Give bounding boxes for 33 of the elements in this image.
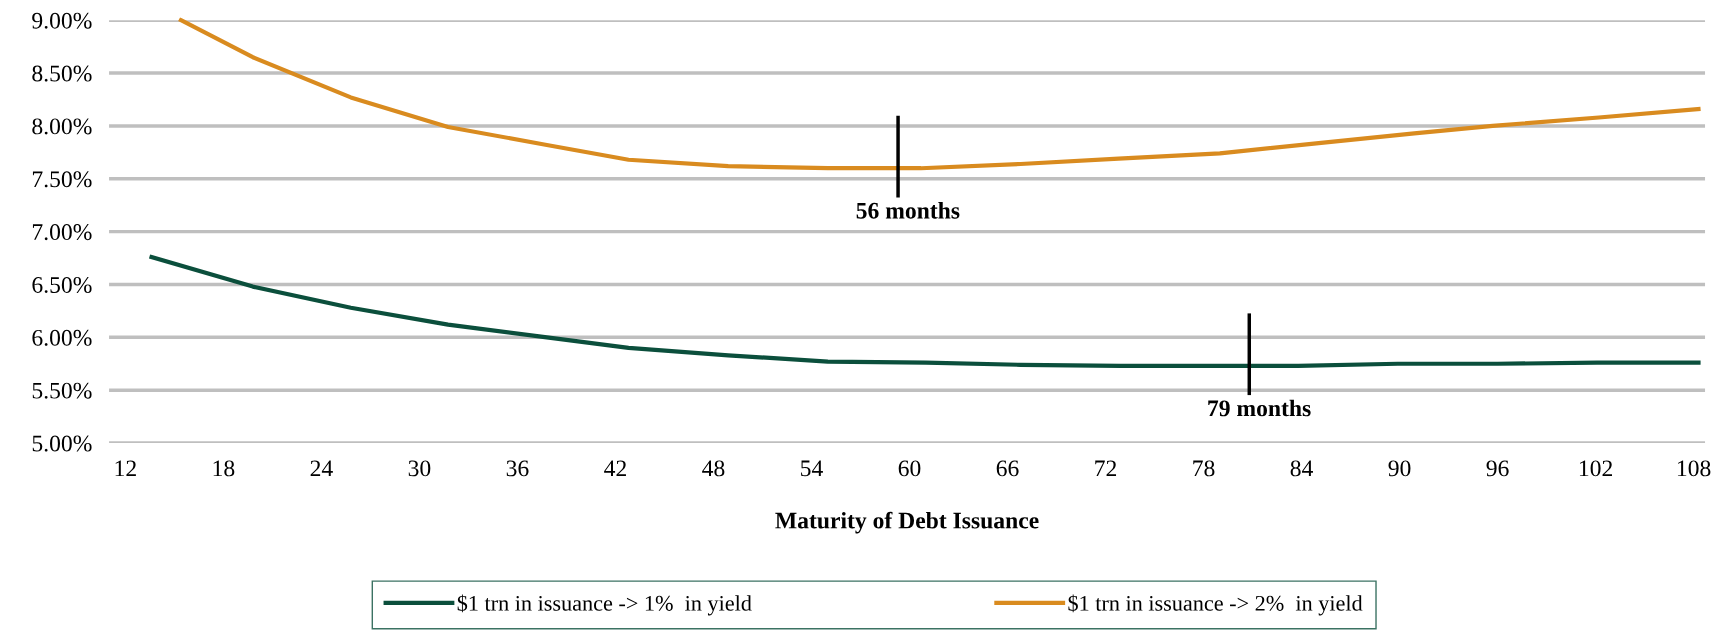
x-tick-label: 84 — [1290, 460, 1313, 477]
x-tick-label: 54 — [801, 460, 823, 477]
x-axis-title: Maturity of Debt Issuance — [775, 511, 1039, 534]
x-tick-label: 42 — [604, 460, 626, 477]
x-tick-label: 78 — [1193, 460, 1215, 477]
annotation: 56 months — [856, 202, 960, 219]
y-tick-label: 6.50% — [32, 276, 92, 294]
y-tick-label: 8.50% — [32, 65, 92, 82]
y-tick-label: 5.00% — [32, 435, 92, 452]
x-tick-label: 36 — [506, 460, 529, 477]
y-tick-label: 6.00% — [32, 329, 92, 346]
x-tick-label: 12 — [115, 460, 136, 477]
x-tick-label: 18 — [213, 460, 235, 477]
x-tick-label: 102 — [1579, 460, 1612, 477]
x-tick-label: 60 — [898, 460, 921, 477]
x-tick-label: 48 — [702, 460, 725, 477]
annotation: 79 months — [1208, 399, 1311, 417]
y-tick-label: 7.00% — [32, 224, 92, 241]
line-series — [149, 254, 1701, 368]
x-tick-label: 30 — [408, 460, 431, 477]
legend-label: $1 trn in issuance -> 2% in yield — [1068, 594, 1363, 616]
y-tick-label: 9.00% — [32, 12, 92, 29]
x-tick-label: 66 — [996, 460, 1019, 477]
x-tick-label: 72 — [1095, 460, 1117, 477]
x-tick-label: 90 — [1388, 460, 1411, 477]
line-series — [178, 18, 1701, 171]
legend-label: $1 trn in issuance -> 1% in yield — [457, 594, 752, 616]
y-tick-label: 7.50% — [32, 171, 92, 188]
y-tick-label: 5.50% — [32, 382, 92, 399]
y-tick-label: 8.00% — [32, 118, 92, 135]
x-tick-label: 24 — [310, 460, 333, 477]
x-tick-label: 108 — [1677, 460, 1711, 477]
x-tick-label: 96 — [1486, 460, 1509, 477]
